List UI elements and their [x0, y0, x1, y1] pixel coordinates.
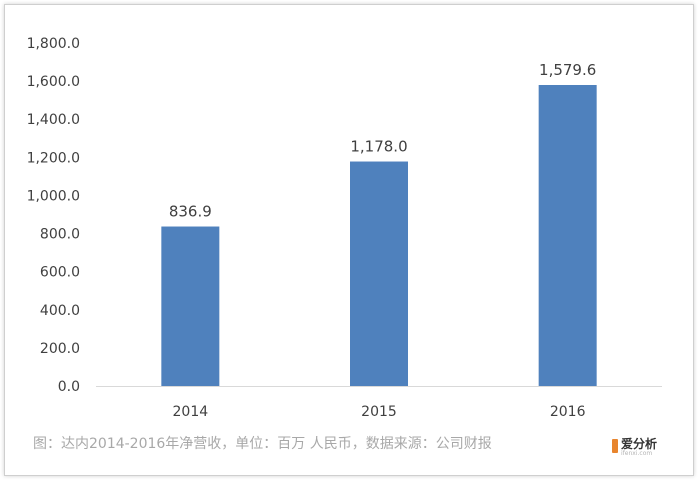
y-tick-label: 1,600.0 [27, 74, 80, 90]
data-label-2015: 1,178.0 [350, 138, 407, 156]
bar-2015 [350, 161, 408, 386]
y-tick-label: 1,800.0 [27, 36, 80, 52]
y-tick-label: 1,200.0 [27, 150, 80, 166]
bar-2016 [538, 84, 597, 386]
x-tick-label-2016: 2016 [550, 404, 586, 420]
y-tick-label: 600.0 [40, 265, 80, 281]
brand-subtitle: ifenxi.com [621, 450, 653, 457]
brand-logo: 爱分析 ifenxi.com [612, 438, 657, 457]
chart-caption: 图：达内2014-2016年净营收，单位：百万 人民币，数据来源：公司财报 [33, 436, 492, 452]
y-tick-label: 0.0 [58, 379, 80, 395]
y-tick-label: 1,400.0 [27, 112, 80, 128]
brand-name: 爱分析 [621, 437, 658, 451]
data-label-2016: 1,579.6 [539, 61, 596, 79]
logo-icon [612, 439, 618, 453]
y-tick-label: 800.0 [40, 227, 80, 243]
y-tick-label: 1,000.0 [27, 188, 80, 204]
x-tick-label-2014: 2014 [173, 404, 209, 420]
x-tick-label-2015: 2015 [361, 404, 397, 420]
y-tick-label: 400.0 [40, 303, 80, 319]
data-label-2014: 836.9 [169, 203, 212, 221]
y-tick-label: 200.0 [40, 341, 80, 357]
bar-2014 [161, 226, 220, 386]
